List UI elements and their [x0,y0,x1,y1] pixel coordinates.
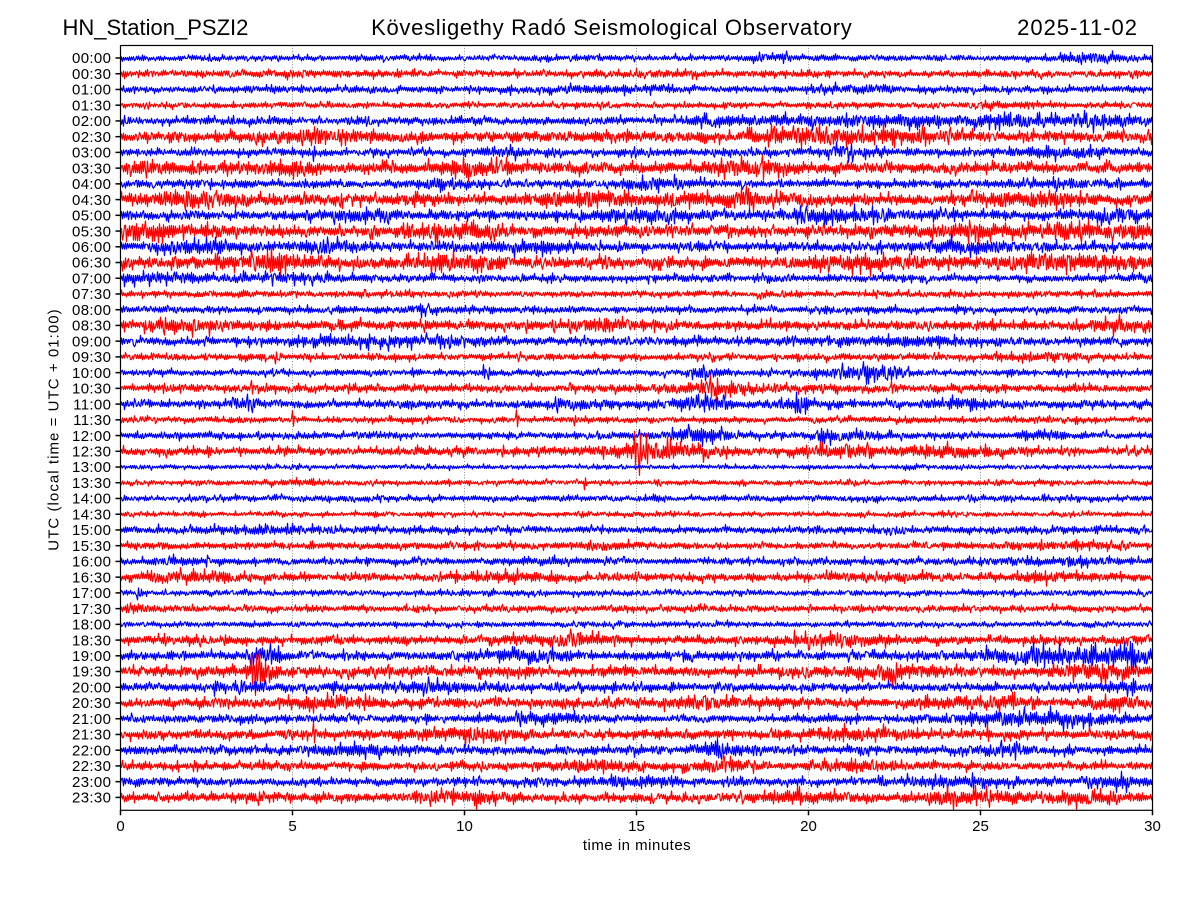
svg-text:12:30: 12:30 [72,443,111,460]
svg-text:00:00: 00:00 [72,50,111,67]
svg-text:16:30: 16:30 [72,569,111,586]
svg-text:22:00: 22:00 [72,742,111,759]
svg-text:12:00: 12:00 [72,428,111,445]
svg-text:17:00: 17:00 [72,585,111,602]
svg-text:21:30: 21:30 [72,727,111,744]
svg-text:23:30: 23:30 [72,790,111,807]
svg-text:18:00: 18:00 [72,617,111,634]
svg-text:00:30: 00:30 [72,66,111,83]
svg-text:03:00: 03:00 [72,145,111,162]
svg-text:04:30: 04:30 [72,192,111,209]
svg-text:20:30: 20:30 [72,695,111,712]
svg-text:07:00: 07:00 [72,270,111,287]
svg-text:25: 25 [972,818,989,835]
svg-text:22:30: 22:30 [72,758,111,775]
svg-text:01:00: 01:00 [72,82,111,99]
svg-text:11:00: 11:00 [73,396,111,413]
svg-text:0: 0 [116,818,124,835]
svg-text:HN_Station_PSZI2: HN_Station_PSZI2 [63,15,249,40]
svg-text:19:00: 19:00 [72,648,111,665]
svg-text:08:30: 08:30 [72,318,111,335]
svg-text:02:00: 02:00 [72,113,111,130]
svg-text:03:30: 03:30 [72,160,111,177]
svg-text:04:00: 04:00 [72,176,111,193]
svg-text:18:30: 18:30 [72,632,111,649]
svg-text:30: 30 [1144,818,1161,835]
svg-text:05:00: 05:00 [72,208,111,225]
svg-text:16:00: 16:00 [72,554,111,571]
svg-text:13:30: 13:30 [72,475,111,492]
svg-text:09:00: 09:00 [72,333,111,350]
svg-text:09:30: 09:30 [72,349,111,366]
svg-text:07:30: 07:30 [72,286,111,303]
svg-text:time in minutes: time in minutes [583,837,691,854]
svg-text:10:00: 10:00 [72,365,111,382]
svg-text:20:00: 20:00 [72,679,111,696]
svg-text:08:00: 08:00 [72,302,111,319]
svg-text:UTC (local time = UTC + 01:00): UTC (local time = UTC + 01:00) [45,308,62,550]
svg-text:20: 20 [800,818,817,835]
svg-text:Kövesligethy Radó Seismologica: Kövesligethy Radó Seismological Observat… [371,15,852,40]
svg-text:17:30: 17:30 [72,601,111,618]
svg-text:10:30: 10:30 [72,381,111,398]
svg-text:19:30: 19:30 [72,664,111,681]
svg-text:06:30: 06:30 [72,255,111,272]
svg-text:21:00: 21:00 [72,711,111,728]
svg-text:05:30: 05:30 [72,223,111,240]
svg-text:2025-11-02: 2025-11-02 [1017,15,1138,40]
svg-text:15:30: 15:30 [72,538,111,555]
svg-text:15:00: 15:00 [72,522,111,539]
svg-text:23:00: 23:00 [72,774,111,791]
svg-text:01:30: 01:30 [72,97,111,114]
svg-text:15: 15 [628,818,645,835]
svg-text:14:30: 14:30 [72,506,111,523]
svg-text:11:30: 11:30 [73,412,111,429]
svg-text:5: 5 [288,818,296,835]
svg-text:13:00: 13:00 [72,459,111,476]
svg-text:14:00: 14:00 [72,491,111,508]
svg-text:02:30: 02:30 [72,129,111,146]
svg-text:06:00: 06:00 [72,239,111,256]
svg-text:10: 10 [456,818,473,835]
